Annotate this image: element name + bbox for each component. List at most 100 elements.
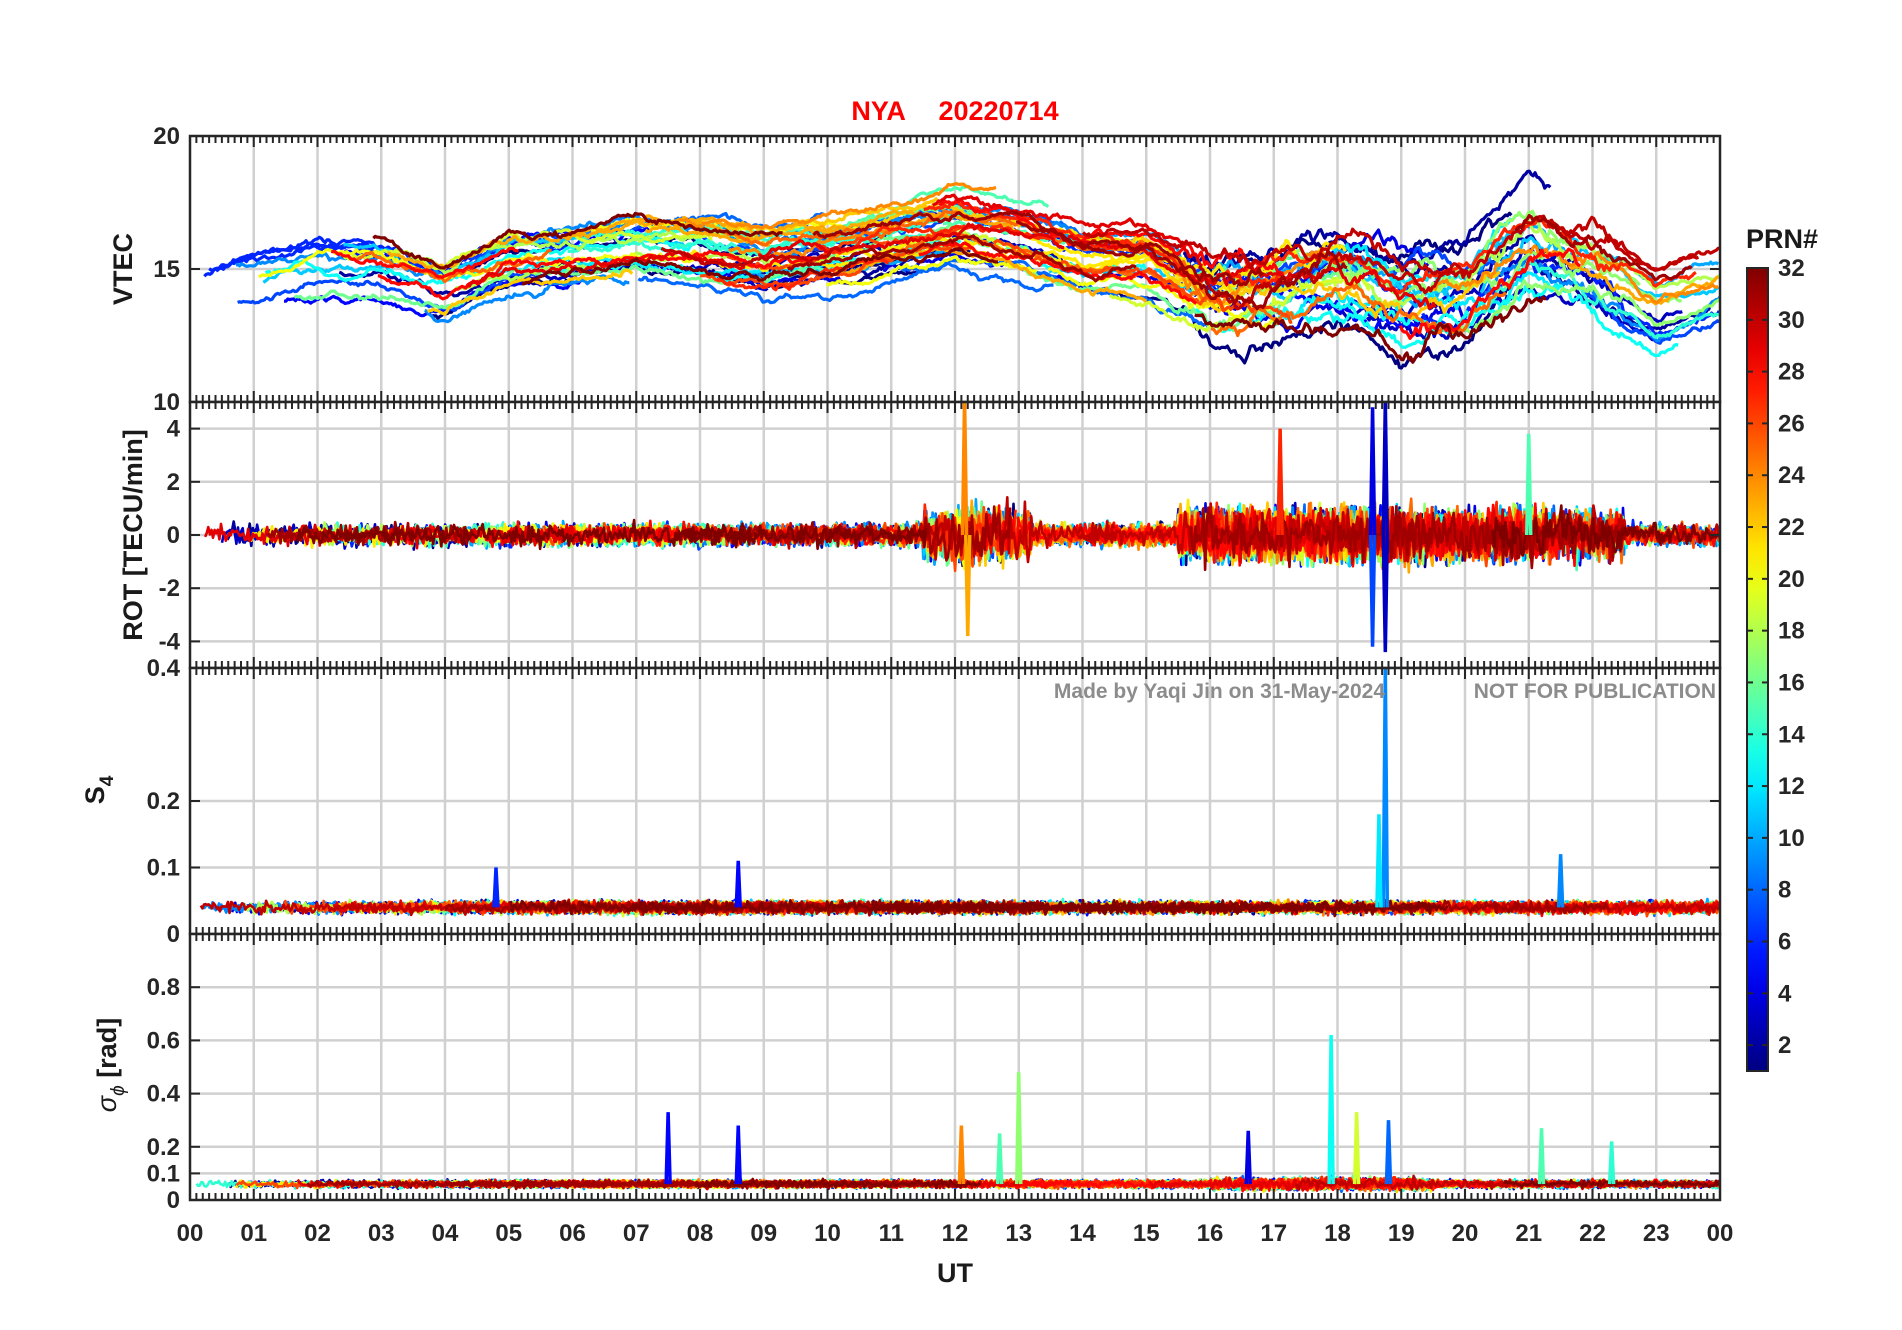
x-tick-label: 04 xyxy=(432,1220,459,1247)
x-tick-label: 20 xyxy=(1452,1220,1479,1247)
y-tick-label: 0.4 xyxy=(147,655,181,682)
vtec-series-line xyxy=(812,210,1265,287)
series-line xyxy=(884,899,1449,916)
phi-subscript: ϕ xyxy=(108,1085,129,1096)
x-tick-label: 22 xyxy=(1579,1220,1606,1247)
vtec-series-line xyxy=(675,184,1050,237)
colorbar-tick-label: 6 xyxy=(1778,928,1791,955)
x-tick-label: 01 xyxy=(240,1220,267,1247)
colorbar-tick-label: 22 xyxy=(1778,514,1805,541)
spike-line xyxy=(1276,428,1284,536)
s4-y-tick-labels: 0 0.1 0.2 0.4 xyxy=(147,655,181,948)
x-tick-label: 14 xyxy=(1069,1220,1096,1247)
colorbar-tick-label: 16 xyxy=(1778,669,1805,696)
x-tick-label: 23 xyxy=(1643,1220,1670,1247)
s4-panel: 0 0.1 0.2 0.4 S4 Made by Yaqi Jin on 31-May… xyxy=(80,655,1722,948)
y-tick-label: 0.1 xyxy=(147,855,180,882)
sigma-phi-frame xyxy=(188,932,1722,1202)
x-tick-label: 18 xyxy=(1324,1220,1351,1247)
y-tick-label: -4 xyxy=(159,628,181,655)
x-tick-label: 12 xyxy=(942,1220,969,1247)
x-tick-label: 17 xyxy=(1260,1220,1287,1247)
y-tick-label: 0.8 xyxy=(147,974,180,1001)
rot-ylabel: ROT [TECU/min] xyxy=(118,429,148,640)
spike-line xyxy=(995,1133,1004,1185)
vtec-series-line xyxy=(330,246,519,279)
sigma-phi-unit: [rad] xyxy=(92,1018,122,1086)
vtec-series-line xyxy=(938,198,1283,277)
colorbar-tick-label: 24 xyxy=(1778,462,1805,489)
x-tick-label: 21 xyxy=(1515,1220,1542,1247)
watermark-credit: Made by Yaqi Jin on 31-May-2024 xyxy=(1054,680,1385,703)
s4-series-lines xyxy=(199,668,1720,918)
sigma-phi-ylabel: σϕ [rad] xyxy=(92,1018,129,1112)
vtec-ylabel: VTEC xyxy=(108,233,138,305)
colorbar-gradient xyxy=(1746,267,1769,1072)
x-tick-label: 00 xyxy=(1707,1220,1734,1247)
spike-line xyxy=(734,1125,742,1185)
spike-line xyxy=(664,1112,672,1185)
y-tick-label: 15 xyxy=(153,256,180,283)
figure-title: NYA 20220714 xyxy=(851,96,1058,126)
s4-ylabel-subscript: 4 xyxy=(97,775,118,786)
vtec-series-line xyxy=(521,246,999,286)
x-tick-label: 15 xyxy=(1133,1220,1160,1247)
spike-line xyxy=(1381,402,1390,536)
spike-line xyxy=(1607,1141,1616,1185)
spike-line xyxy=(1244,1130,1252,1185)
x-tick-label: 11 xyxy=(879,1220,904,1247)
y-tick-label: 10 xyxy=(153,389,180,416)
y-tick-label: 20 xyxy=(153,123,180,150)
vtec-series-line xyxy=(637,261,1054,305)
y-tick-label: 0 xyxy=(167,522,180,549)
series-line xyxy=(1503,1178,1720,1189)
vtec-series-line xyxy=(372,211,783,270)
y-tick-label: 0.1 xyxy=(147,1160,180,1187)
vtec-series-line xyxy=(715,256,889,292)
spike-line xyxy=(1384,1120,1393,1185)
colorbar-tick-label: 14 xyxy=(1778,721,1805,748)
y-tick-label: 4 xyxy=(167,416,181,443)
colorbar-tick-label: 12 xyxy=(1778,773,1805,800)
spike-line xyxy=(1381,668,1390,908)
vtec-series-line xyxy=(678,182,997,230)
x-tick-label: 07 xyxy=(623,1220,650,1247)
series-line xyxy=(509,899,734,915)
vtec-series-line xyxy=(1398,247,1581,340)
y-tick-label: 0 xyxy=(167,921,180,948)
spike-line xyxy=(1015,1072,1023,1185)
y-tick-label: 0.6 xyxy=(147,1027,180,1054)
sigma-phi-series-lines xyxy=(195,1035,1720,1194)
vtec-series-line xyxy=(1303,282,1679,358)
spike-line xyxy=(960,402,969,536)
y-tick-label: 0.4 xyxy=(147,1081,181,1108)
spike-line xyxy=(1352,1112,1361,1185)
spike-line xyxy=(1368,407,1377,536)
vtec-y-tick-labels: 10 15 20 xyxy=(153,123,180,416)
vtec-series-line xyxy=(1567,264,1719,306)
sigma-phi-panel: 00.10.2 0.4 0.6 0.8 σϕ [rad] xyxy=(92,932,1722,1214)
vtec-series-line xyxy=(1458,279,1720,334)
vtec-panel: 10 15 20 VTEC xyxy=(108,123,1722,416)
x-tick-label: 00 xyxy=(177,1220,204,1247)
vtec-series-lines xyxy=(203,169,1720,370)
colorbar-tick-label: 32 xyxy=(1778,255,1805,282)
vtec-series-line xyxy=(1194,295,1547,364)
vtec-series-line xyxy=(826,255,1038,287)
colorbar-tick-label: 10 xyxy=(1778,825,1805,852)
x-tick-labels: 00 01 02 03 04 05 06 07 08 09 10 11 12 13 14 15 16 17 18 19… xyxy=(177,1220,1734,1247)
x-axis-label: UT xyxy=(937,1258,973,1288)
vtec-series-line xyxy=(1549,215,1720,272)
x-tick-label: 03 xyxy=(368,1220,395,1247)
vtec-series-line xyxy=(660,246,842,268)
s4-gridlines xyxy=(190,668,1720,934)
spike-line xyxy=(1537,1128,1546,1185)
vtec-series-line xyxy=(426,268,634,316)
rot-panel: -4 -2 0 2 4 ROT [TECU/min] xyxy=(118,400,1722,670)
spike-line xyxy=(1525,433,1533,536)
spike-line xyxy=(1327,1035,1335,1185)
x-tick-label: 09 xyxy=(750,1220,777,1247)
